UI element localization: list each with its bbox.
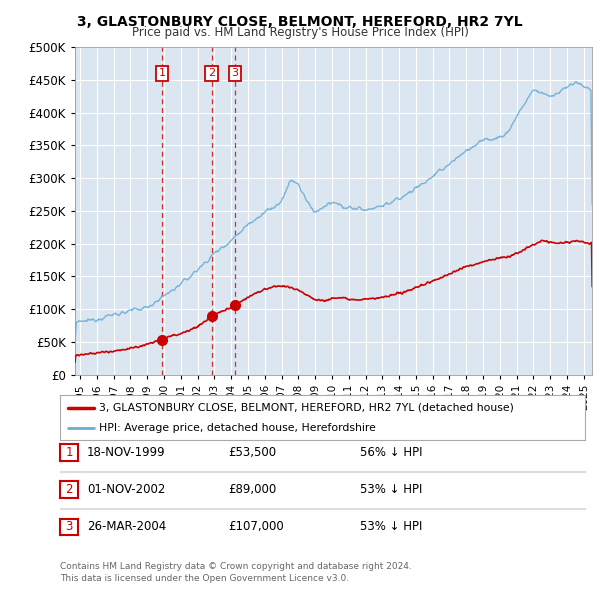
Text: 53% ↓ HPI: 53% ↓ HPI [360,520,422,533]
Text: £89,000: £89,000 [228,483,276,496]
Text: 1: 1 [158,68,166,78]
Text: £53,500: £53,500 [228,446,276,459]
Text: 3: 3 [232,68,239,78]
Text: 18-NOV-1999: 18-NOV-1999 [87,446,166,459]
Text: 56% ↓ HPI: 56% ↓ HPI [360,446,422,459]
Text: 53% ↓ HPI: 53% ↓ HPI [360,483,422,496]
Text: 1: 1 [65,446,73,459]
Text: £107,000: £107,000 [228,520,284,533]
Text: 26-MAR-2004: 26-MAR-2004 [87,520,166,533]
Text: 3, GLASTONBURY CLOSE, BELMONT, HEREFORD, HR2 7YL (detached house): 3, GLASTONBURY CLOSE, BELMONT, HEREFORD,… [100,403,514,412]
Text: Price paid vs. HM Land Registry's House Price Index (HPI): Price paid vs. HM Land Registry's House … [131,26,469,39]
Text: 3, GLASTONBURY CLOSE, BELMONT, HEREFORD, HR2 7YL: 3, GLASTONBURY CLOSE, BELMONT, HEREFORD,… [77,15,523,30]
Text: 2: 2 [65,483,73,496]
Text: Contains HM Land Registry data © Crown copyright and database right 2024.
This d: Contains HM Land Registry data © Crown c… [60,562,412,583]
Text: HPI: Average price, detached house, Herefordshire: HPI: Average price, detached house, Here… [100,424,376,434]
Text: 2: 2 [208,68,215,78]
Text: 01-NOV-2002: 01-NOV-2002 [87,483,166,496]
Text: 3: 3 [65,520,73,533]
